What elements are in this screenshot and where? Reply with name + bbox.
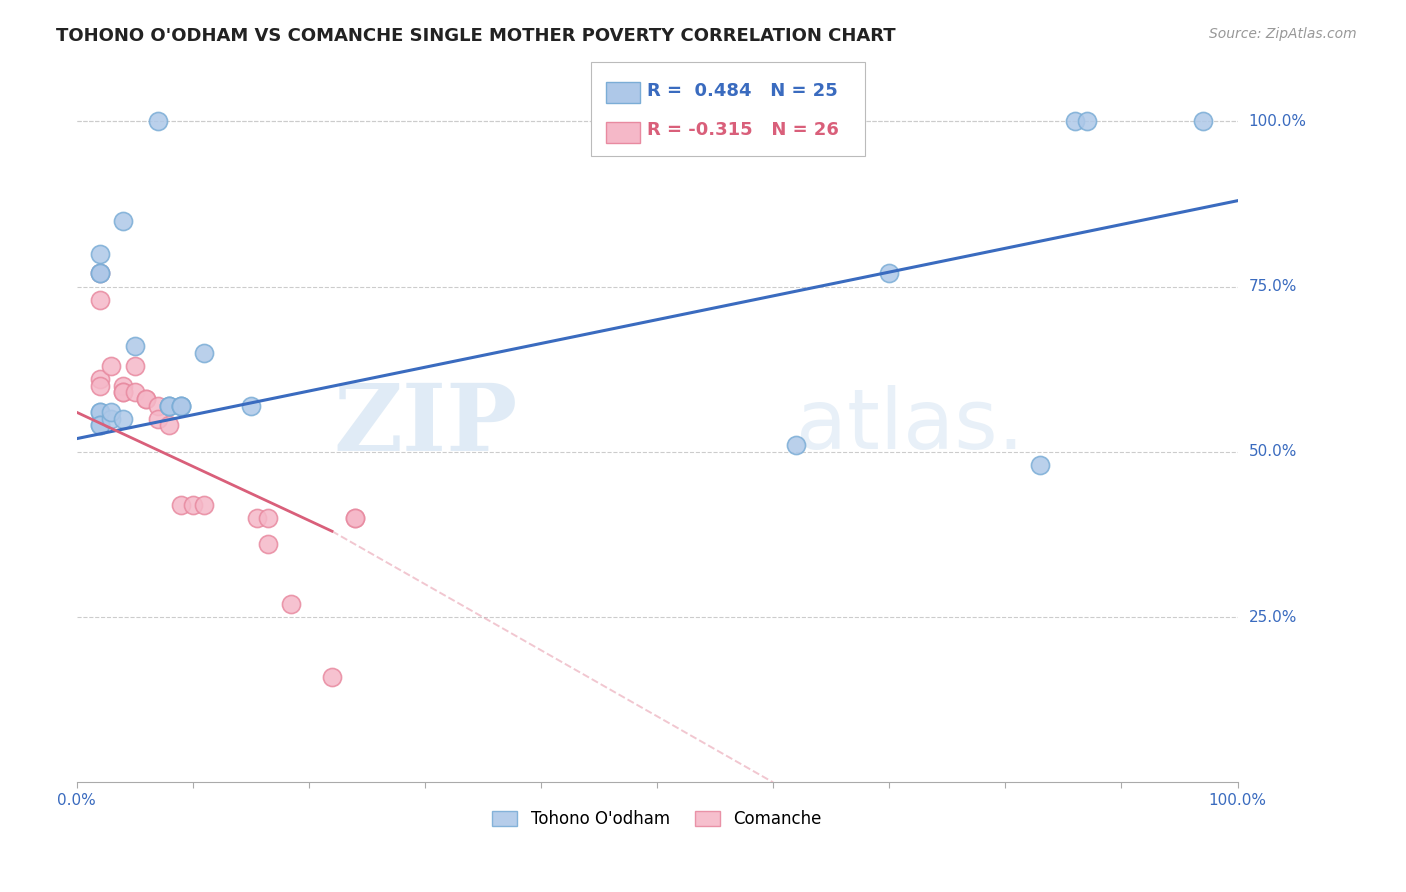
Point [124, 359, 146, 373]
Point [1076, 114, 1098, 128]
Point [181, 498, 204, 512]
Point [1029, 458, 1052, 472]
Point [100, 412, 122, 426]
Point [257, 511, 280, 525]
Point [111, 213, 134, 227]
Text: ZIP: ZIP [333, 380, 517, 470]
Point [280, 597, 302, 611]
Point [785, 438, 807, 452]
Point [100, 359, 122, 373]
Point [193, 498, 215, 512]
Point [159, 399, 181, 413]
Point [89, 418, 111, 433]
Point [170, 399, 193, 413]
Text: R = -0.315   N = 26: R = -0.315 N = 26 [647, 121, 838, 139]
Text: 75.0%: 75.0% [1249, 279, 1296, 294]
Point [124, 385, 146, 400]
Point [245, 511, 267, 525]
Point [257, 537, 280, 551]
Point [124, 339, 146, 353]
Point [239, 399, 262, 413]
Point [89, 267, 111, 281]
Point [1064, 114, 1087, 128]
Text: 50.0%: 50.0% [1249, 444, 1296, 459]
Point [135, 392, 157, 406]
Text: 25.0%: 25.0% [1249, 609, 1296, 624]
Point [89, 405, 111, 419]
Text: TOHONO O'ODHAM VS COMANCHE SINGLE MOTHER POVERTY CORRELATION CHART: TOHONO O'ODHAM VS COMANCHE SINGLE MOTHER… [56, 27, 896, 45]
Point [146, 114, 169, 128]
Text: 100.0%: 100.0% [1249, 114, 1306, 129]
Point [89, 293, 111, 307]
Point [159, 399, 181, 413]
Point [89, 246, 111, 260]
Point [877, 267, 900, 281]
Text: Source: ZipAtlas.com: Source: ZipAtlas.com [1209, 27, 1357, 41]
Point [146, 399, 169, 413]
Point [89, 378, 111, 392]
Point [89, 418, 111, 433]
Point [146, 412, 169, 426]
Point [89, 267, 111, 281]
Point [170, 498, 193, 512]
Point [159, 418, 181, 433]
Point [111, 385, 134, 400]
Point [159, 399, 181, 413]
Point [344, 511, 367, 525]
Point [170, 399, 193, 413]
Point [89, 372, 111, 386]
Point [111, 378, 134, 392]
Legend: Tohono O'odham, Comanche: Tohono O'odham, Comanche [486, 804, 828, 835]
Point [100, 405, 122, 419]
Point [170, 399, 193, 413]
Point [89, 267, 111, 281]
Text: atlas.: atlas. [796, 385, 1025, 466]
Text: R =  0.484   N = 25: R = 0.484 N = 25 [647, 82, 838, 100]
Point [1191, 114, 1213, 128]
Point [111, 412, 134, 426]
Point [321, 670, 343, 684]
Point [89, 405, 111, 419]
Point [135, 392, 157, 406]
Point [193, 345, 215, 359]
Point [111, 385, 134, 400]
Point [344, 511, 367, 525]
